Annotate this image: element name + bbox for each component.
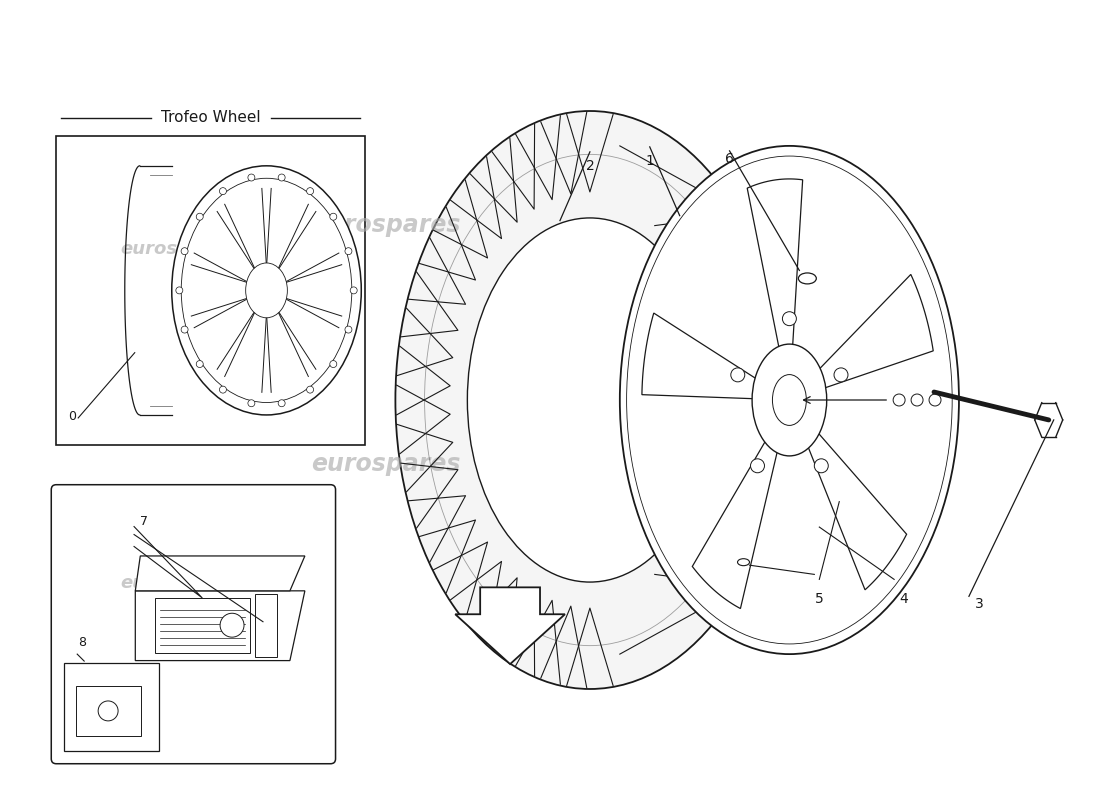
Bar — [155, 598, 250, 653]
Circle shape — [730, 368, 745, 382]
Ellipse shape — [619, 146, 959, 654]
Text: 2: 2 — [585, 159, 594, 173]
Text: 8: 8 — [78, 636, 86, 649]
Circle shape — [196, 214, 204, 220]
Polygon shape — [747, 179, 803, 351]
Bar — [255, 594, 277, 657]
Text: 1: 1 — [646, 154, 654, 168]
Text: Trofeo Wheel: Trofeo Wheel — [161, 110, 261, 126]
Circle shape — [196, 361, 204, 367]
Polygon shape — [817, 274, 933, 389]
Circle shape — [345, 248, 352, 254]
Circle shape — [834, 368, 848, 382]
Polygon shape — [135, 591, 305, 661]
Circle shape — [98, 701, 118, 721]
Polygon shape — [135, 556, 305, 591]
Text: 5: 5 — [815, 592, 824, 606]
Circle shape — [176, 287, 183, 294]
Text: eurospares: eurospares — [120, 574, 234, 592]
Circle shape — [750, 459, 764, 473]
Circle shape — [911, 394, 923, 406]
Polygon shape — [692, 438, 778, 609]
Polygon shape — [642, 313, 758, 398]
Ellipse shape — [255, 275, 278, 306]
Ellipse shape — [737, 558, 749, 566]
Circle shape — [219, 386, 227, 393]
Circle shape — [220, 614, 244, 637]
Circle shape — [350, 287, 358, 294]
Ellipse shape — [772, 374, 806, 426]
Ellipse shape — [245, 263, 287, 318]
Circle shape — [307, 386, 314, 393]
Text: eurospares: eurospares — [716, 213, 866, 237]
Text: 3: 3 — [975, 598, 983, 611]
Ellipse shape — [182, 178, 352, 402]
Ellipse shape — [654, 226, 764, 574]
Bar — [56, 136, 365, 445]
Text: 4: 4 — [900, 592, 909, 606]
Circle shape — [182, 326, 188, 333]
Circle shape — [893, 394, 905, 406]
Bar — [76, 686, 141, 736]
Circle shape — [930, 394, 940, 406]
Ellipse shape — [395, 111, 784, 689]
Text: 7: 7 — [140, 514, 148, 528]
Circle shape — [307, 188, 314, 194]
Circle shape — [345, 326, 352, 333]
Circle shape — [219, 188, 227, 194]
Text: 6: 6 — [725, 152, 734, 166]
Bar — [64, 663, 160, 750]
Text: eurospares: eurospares — [310, 213, 460, 237]
Circle shape — [278, 174, 285, 181]
Polygon shape — [455, 587, 565, 664]
Circle shape — [278, 400, 285, 406]
Ellipse shape — [468, 218, 713, 582]
Ellipse shape — [799, 273, 816, 284]
Ellipse shape — [172, 166, 361, 415]
Polygon shape — [806, 431, 906, 590]
Text: eurospares: eurospares — [310, 452, 460, 476]
Circle shape — [814, 459, 828, 473]
Text: eurospares: eurospares — [120, 239, 234, 258]
Circle shape — [330, 214, 337, 220]
Circle shape — [248, 400, 255, 406]
Text: 0: 0 — [68, 410, 76, 423]
Circle shape — [782, 312, 796, 326]
Circle shape — [182, 248, 188, 254]
FancyBboxPatch shape — [52, 485, 336, 764]
Circle shape — [330, 361, 337, 367]
Circle shape — [248, 174, 255, 181]
Text: eurospares: eurospares — [716, 452, 866, 476]
Ellipse shape — [752, 344, 827, 456]
